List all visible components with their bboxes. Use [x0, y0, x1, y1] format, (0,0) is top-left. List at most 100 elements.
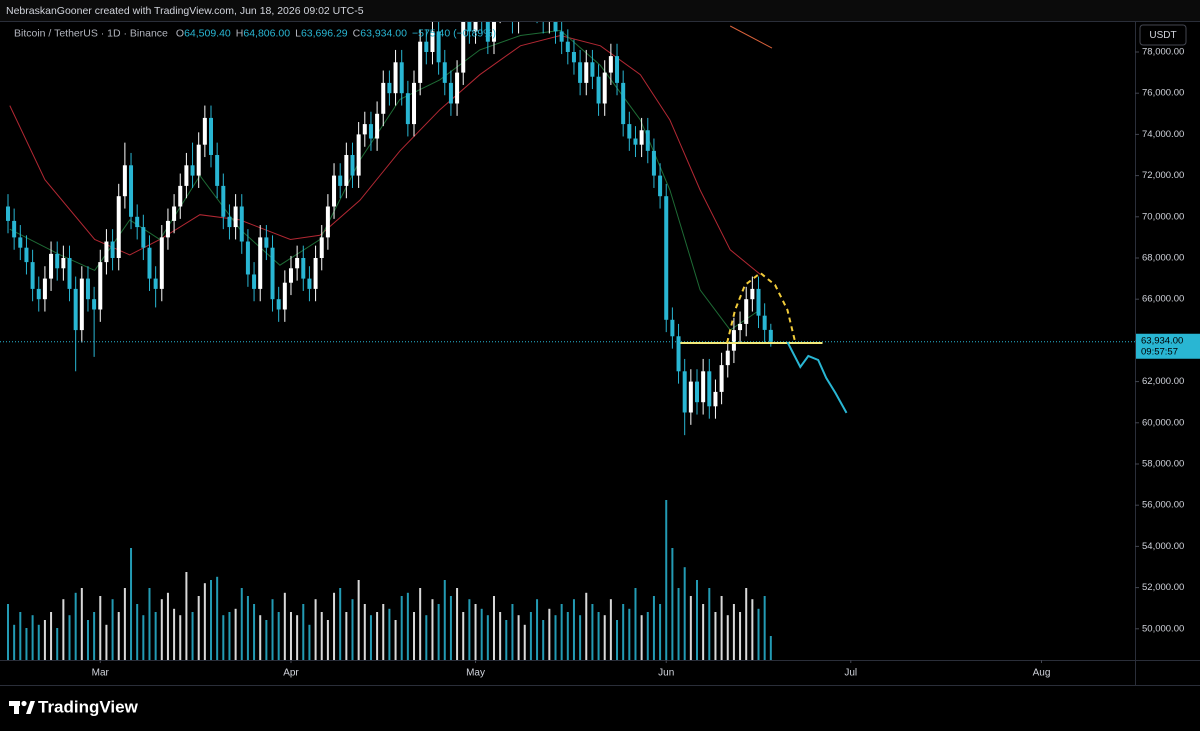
- volume-bar: [289, 612, 292, 660]
- volume-bar: [203, 583, 206, 660]
- candle-body: [307, 278, 312, 289]
- candle-body: [664, 196, 669, 320]
- volume-bar: [603, 615, 606, 660]
- candle-body: [338, 175, 343, 186]
- ohlc-key: O: [176, 27, 184, 39]
- candle-body: [36, 288, 41, 300]
- y-tick-label: 62,000.00: [1142, 376, 1184, 387]
- candle-body: [621, 82, 626, 125]
- candle-body: [325, 206, 330, 238]
- candle-body: [288, 268, 293, 283]
- candle-body: [571, 51, 576, 63]
- candle-body: [190, 165, 195, 176]
- ohlc-value: 63,934.00: [360, 27, 407, 39]
- volume-bar: [86, 620, 89, 660]
- dashed-arc: [726, 271, 797, 344]
- volume-bar: [456, 588, 459, 660]
- currency-label: USDT: [1149, 30, 1176, 41]
- volume-bar: [320, 612, 323, 660]
- volume-bar: [302, 604, 305, 660]
- candle-body: [295, 257, 300, 269]
- candle-body: [645, 130, 650, 151]
- candle-body: [627, 124, 632, 139]
- volume-bar: [579, 615, 582, 660]
- candle-body: [473, 22, 478, 32]
- volume-bar: [585, 592, 588, 660]
- candle-body: [184, 165, 189, 186]
- volume-bar: [388, 608, 391, 660]
- candle-body: [129, 165, 134, 217]
- volume-bar: [708, 588, 711, 660]
- drawing-layer: [0, 271, 1135, 414]
- candle-body: [738, 323, 743, 331]
- volume-bar: [652, 596, 655, 660]
- logo-part: [14, 701, 19, 714]
- candle-body: [79, 278, 84, 331]
- currency-box[interactable]: [1139, 24, 1187, 46]
- candle-body: [596, 76, 601, 104]
- candle-body: [442, 62, 447, 83]
- candle-body: [264, 237, 269, 248]
- candle-body: [165, 220, 170, 238]
- candle-body: [436, 31, 441, 63]
- candle-body: [49, 253, 54, 279]
- candle-body: [405, 93, 410, 125]
- volume-bar: [419, 588, 422, 660]
- volume-bar: [117, 612, 120, 660]
- x-tick-label: May: [466, 668, 485, 679]
- volume-bar: [468, 599, 471, 660]
- candle-body: [559, 31, 564, 42]
- volume-bar: [351, 599, 354, 660]
- volume-bar: [253, 604, 256, 660]
- candle-body: [209, 117, 214, 155]
- logo-part: [21, 700, 27, 707]
- candle-body: [178, 185, 183, 207]
- symbol: Bitcoin / TetherUS · 1D · Binance: [14, 27, 168, 39]
- volume-bar: [554, 615, 557, 660]
- candle-body: [319, 237, 324, 258]
- volume-bar: [19, 612, 22, 660]
- volume-bar: [486, 615, 489, 660]
- volume-bar: [492, 596, 495, 660]
- candle-body: [387, 82, 392, 94]
- candle-layer: [5, 22, 773, 436]
- candle-body: [399, 62, 404, 94]
- candle-body: [55, 253, 60, 269]
- volume-bar: [160, 599, 163, 660]
- candle-body: [42, 278, 47, 300]
- volume-bar: [659, 604, 662, 660]
- volume-bar: [111, 599, 114, 660]
- candle-body: [350, 154, 355, 176]
- volume-bar: [308, 624, 311, 660]
- volume-bar: [462, 612, 465, 660]
- volume-bar: [382, 604, 385, 660]
- volume-bar: [283, 592, 286, 660]
- volume-bar: [222, 615, 225, 660]
- volume-bar: [37, 624, 40, 660]
- volume-bar: [277, 612, 280, 660]
- y-tick-label: 68,000.00: [1142, 253, 1184, 264]
- volume-bar: [628, 608, 631, 660]
- volume-bar: [431, 599, 434, 660]
- candle-body: [485, 22, 490, 42]
- logo-part: [26, 701, 35, 714]
- volume-bar: [480, 608, 483, 660]
- y-tick-label: 60,000.00: [1142, 417, 1184, 428]
- candle-body: [455, 72, 460, 104]
- candle-body: [73, 288, 78, 331]
- volume-bar: [511, 604, 514, 660]
- candle-body: [245, 241, 250, 275]
- volume-bar: [123, 588, 126, 660]
- candle-body: [602, 72, 607, 104]
- volume-bar: [6, 604, 9, 660]
- candle-body: [270, 247, 275, 300]
- candle-body: [301, 257, 306, 279]
- candle-body: [282, 282, 287, 310]
- candle-body: [762, 315, 767, 330]
- candle-body: [688, 381, 693, 413]
- volume-bar: [542, 620, 545, 660]
- volume-bar: [345, 612, 348, 660]
- brand-name: TradingView: [38, 697, 139, 716]
- volume-bar: [357, 580, 360, 660]
